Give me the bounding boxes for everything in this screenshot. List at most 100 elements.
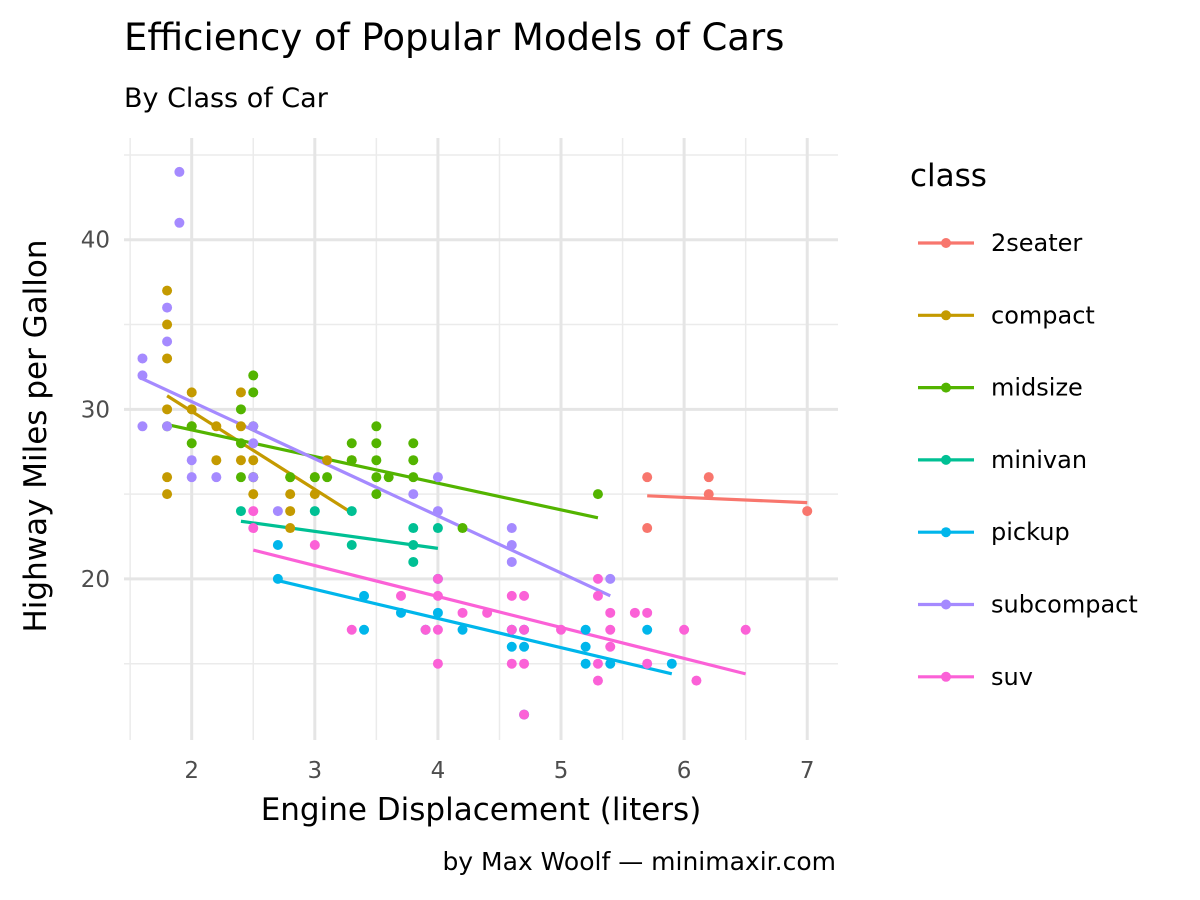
data-point-subcompact <box>137 421 148 432</box>
data-point-pickup <box>457 624 468 635</box>
data-point-minivan <box>432 523 443 534</box>
data-point-compact <box>285 523 296 534</box>
data-point-subcompact <box>248 438 259 449</box>
legend-key-point <box>941 310 951 321</box>
x-axis-ticks: 2 3 4 5 6 7 <box>184 758 814 784</box>
x-tick-label: 7 <box>800 758 815 784</box>
data-point-suv <box>556 624 567 635</box>
data-point-midsize <box>235 438 246 449</box>
fit-line-pickup <box>277 579 673 676</box>
data-point-suv <box>482 607 493 618</box>
x-tick-label: 3 <box>307 758 322 784</box>
legend-item-midsize: midsize <box>918 374 1083 402</box>
data-point-compact <box>309 489 320 500</box>
data-point-subcompact <box>408 489 419 500</box>
data-point-pickup <box>642 624 653 635</box>
data-point-suv <box>629 607 640 618</box>
legend-key-point <box>941 238 951 248</box>
data-point-pickup <box>605 658 616 669</box>
data-point-midsize <box>383 472 394 483</box>
legend-label: compact <box>991 301 1095 329</box>
legend-label: midsize <box>991 374 1083 402</box>
legend-items: 2seater compact midsize minivan pickup subcom… <box>918 229 1138 691</box>
grid-major <box>124 138 838 740</box>
data-point-compact <box>211 421 222 432</box>
data-point-suv <box>432 658 443 669</box>
data-point-suv <box>642 607 653 618</box>
legend-item-pickup: pickup <box>918 518 1070 546</box>
data-point-suv <box>592 590 603 601</box>
data-point-midsize <box>371 438 382 449</box>
legend-key-point <box>941 599 951 610</box>
data-point-pickup <box>395 607 406 618</box>
data-point-pickup <box>666 658 677 669</box>
legend-item-compact: compact <box>918 301 1095 329</box>
data-point-suv <box>420 624 431 635</box>
data-point-compact <box>235 455 246 466</box>
data-point-midsize <box>371 421 382 432</box>
data-point-pickup <box>359 624 370 635</box>
data-point-midsize <box>371 489 382 500</box>
data-point-compact <box>162 353 173 364</box>
data-point-suv <box>605 624 616 635</box>
data-point-suv <box>248 506 259 517</box>
data-point-2seater <box>703 489 714 500</box>
data-point-suv <box>346 624 357 635</box>
data-point-compact <box>211 455 222 466</box>
data-point-minivan <box>408 539 419 550</box>
caption: by Max Woolf — minimaxir.com <box>442 847 836 876</box>
legend-key-point <box>941 527 951 538</box>
data-point-compact <box>285 489 296 500</box>
data-point-compact <box>186 404 197 415</box>
data-point-2seater <box>703 472 714 483</box>
data-point-suv <box>519 658 530 669</box>
data-point-midsize <box>322 472 333 483</box>
data-point-suv <box>432 573 443 584</box>
data-point-pickup <box>580 658 591 669</box>
data-point-compact <box>235 421 246 432</box>
data-point-compact <box>248 489 259 500</box>
data-point-suv <box>519 709 530 720</box>
data-point-suv <box>605 641 616 652</box>
data-point-midsize <box>235 404 246 415</box>
data-point-suv <box>605 607 616 618</box>
data-point-minivan <box>235 506 246 517</box>
legend-key-point <box>941 454 951 465</box>
data-point-suv <box>691 675 702 686</box>
legend: class 2seater compact midsize minivan pickup… <box>910 158 1138 691</box>
data-point-subcompact <box>186 472 197 483</box>
legend-item-2seater: 2seater <box>918 229 1082 257</box>
data-point-2seater <box>642 472 653 483</box>
data-point-compact <box>248 455 259 466</box>
legend-item-minivan: minivan <box>918 446 1087 474</box>
x-axis-title: Engine Displacement (liters) <box>261 792 702 828</box>
legend-title: class <box>910 158 987 194</box>
data-point-suv <box>592 573 603 584</box>
data-point-suv <box>740 624 751 635</box>
data-point-compact <box>162 489 173 500</box>
data-point-subcompact <box>211 472 222 483</box>
x-tick-label: 6 <box>677 758 692 784</box>
data-point-pickup <box>272 573 283 584</box>
data-point-midsize <box>371 472 382 483</box>
data-point-midsize <box>371 455 382 466</box>
data-point-subcompact <box>248 472 259 483</box>
data-point-midsize <box>248 387 259 398</box>
data-point-midsize <box>309 472 320 483</box>
data-point-midsize <box>592 489 603 500</box>
data-point-suv <box>432 624 443 635</box>
legend-label: suv <box>991 663 1033 691</box>
legend-key-point <box>941 382 951 393</box>
fit-line-midsize <box>166 423 599 520</box>
data-point-suv <box>519 624 530 635</box>
data-point-suv <box>642 658 653 669</box>
y-tick-label: 20 <box>81 567 110 593</box>
data-point-suv <box>506 658 517 669</box>
y-axis-ticks: 20 30 40 <box>81 228 110 593</box>
data-point-subcompact <box>137 370 148 381</box>
data-point-pickup <box>506 641 517 652</box>
data-point-subcompact <box>186 455 197 466</box>
data-point-subcompact <box>137 353 148 364</box>
fit-line-minivan <box>240 519 439 550</box>
